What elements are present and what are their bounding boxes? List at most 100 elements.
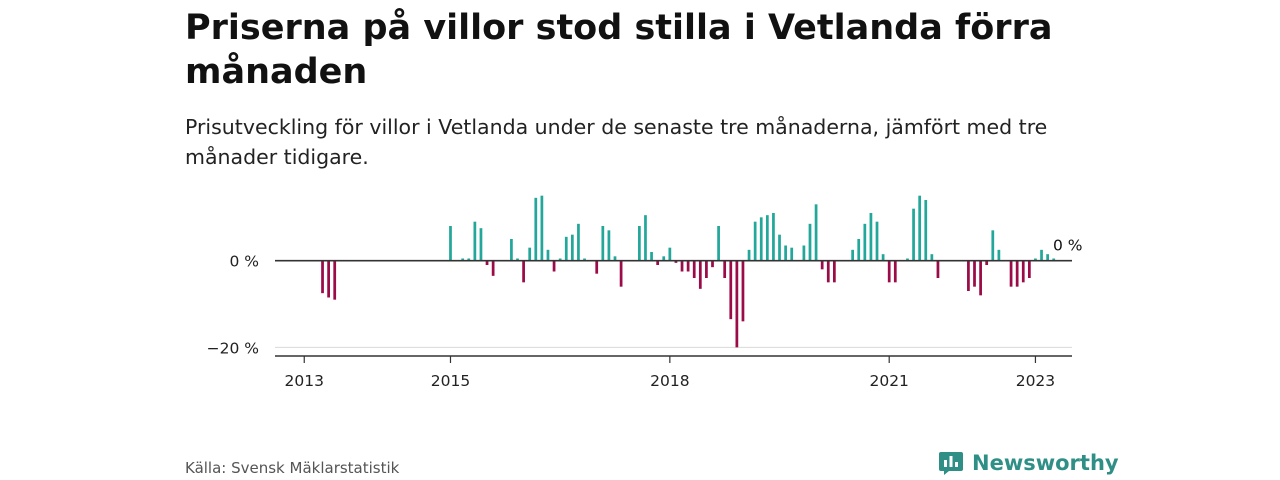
bar	[650, 252, 653, 261]
bar	[906, 258, 909, 261]
bar	[479, 228, 483, 261]
bar	[784, 245, 787, 261]
y-tick-label: 0 %	[229, 253, 259, 271]
bar	[546, 249, 550, 261]
bar	[1015, 260, 1019, 287]
bar	[863, 223, 867, 261]
bar	[595, 260, 599, 274]
bar	[1009, 260, 1013, 287]
bar	[607, 230, 611, 261]
bar	[321, 260, 324, 294]
bar	[1040, 249, 1043, 261]
newsworthy-logo-icon	[939, 452, 963, 475]
bar	[333, 260, 337, 300]
tick-labels: 0 % −20 % 2013 2015 2018 2021 2023 0 %	[207, 237, 1083, 390]
bar	[985, 260, 989, 265]
bar	[820, 260, 824, 270]
bar	[638, 226, 641, 261]
bar	[485, 260, 489, 265]
bar	[918, 195, 922, 261]
bar	[692, 260, 696, 278]
bar	[662, 256, 666, 261]
bar	[564, 236, 568, 261]
bar	[735, 260, 739, 348]
bar	[461, 258, 465, 261]
bar	[656, 260, 660, 265]
bar	[912, 208, 915, 261]
chart-subtitle: Prisutveckling för villor i Vetlanda und…	[185, 115, 1048, 169]
bar	[887, 260, 891, 283]
x-tick-label: 2013	[285, 372, 324, 390]
bar	[668, 247, 672, 261]
bar	[741, 260, 745, 322]
source-note: Källa: Svensk Mäklarstatistik	[185, 459, 400, 477]
bar	[1046, 254, 1049, 261]
bar	[875, 221, 879, 261]
bar	[967, 260, 970, 291]
bar	[619, 260, 623, 287]
bar	[772, 213, 775, 261]
bar	[857, 239, 861, 261]
bar	[930, 254, 934, 261]
bar	[601, 226, 605, 261]
bar	[851, 249, 855, 261]
bar	[717, 226, 720, 261]
bar	[753, 221, 757, 261]
bar	[534, 197, 538, 261]
bar	[759, 217, 763, 261]
bar	[997, 249, 1001, 261]
bar	[765, 215, 769, 261]
bar	[577, 223, 580, 261]
bar	[613, 256, 617, 261]
bar	[1021, 260, 1025, 283]
bar	[1052, 258, 1056, 261]
bar	[832, 260, 836, 283]
bar	[814, 204, 818, 261]
bar	[674, 260, 678, 263]
bar	[869, 213, 873, 261]
bar	[747, 249, 751, 261]
x-tick-label: 2021	[869, 372, 908, 390]
bar	[924, 200, 928, 261]
bar	[893, 260, 897, 283]
y-tick-label: −20 %	[207, 339, 259, 357]
bar	[528, 247, 532, 261]
bar	[570, 234, 574, 261]
bar	[973, 260, 976, 287]
bar	[552, 260, 556, 272]
bar	[510, 239, 513, 261]
bar	[680, 260, 684, 272]
bar	[558, 258, 562, 261]
bar	[802, 245, 806, 261]
bar	[723, 260, 727, 278]
newsworthy-logo: Newsworthy	[938, 450, 1119, 476]
brand-name: Newsworthy	[972, 451, 1119, 475]
axes	[275, 259, 1072, 363]
end-value-label: 0 %	[1053, 237, 1083, 255]
bar	[644, 215, 647, 261]
bar	[826, 260, 830, 283]
bar	[881, 254, 885, 261]
bar	[686, 260, 690, 272]
bar	[491, 260, 495, 276]
bars	[321, 195, 1056, 348]
x-tick-label: 2015	[431, 372, 470, 390]
bar	[1034, 258, 1037, 261]
bar	[778, 234, 781, 261]
bar	[790, 247, 794, 261]
bar	[698, 260, 702, 289]
bar	[979, 260, 982, 296]
x-tick-label: 2023	[1016, 372, 1055, 390]
bar	[808, 223, 812, 261]
bar	[473, 221, 477, 261]
bar	[729, 260, 733, 320]
bar	[936, 260, 940, 278]
chart-title: Priserna på villor stod stilla i Vetland…	[185, 8, 1053, 92]
bar	[327, 260, 330, 298]
bar	[516, 258, 519, 261]
bar-chart: 0 % −20 % 2013 2015 2018 2021 2023 0 %	[207, 195, 1083, 390]
bar	[991, 230, 995, 261]
x-tick-label: 2018	[650, 372, 689, 390]
bar	[540, 195, 544, 261]
bar	[711, 260, 714, 268]
